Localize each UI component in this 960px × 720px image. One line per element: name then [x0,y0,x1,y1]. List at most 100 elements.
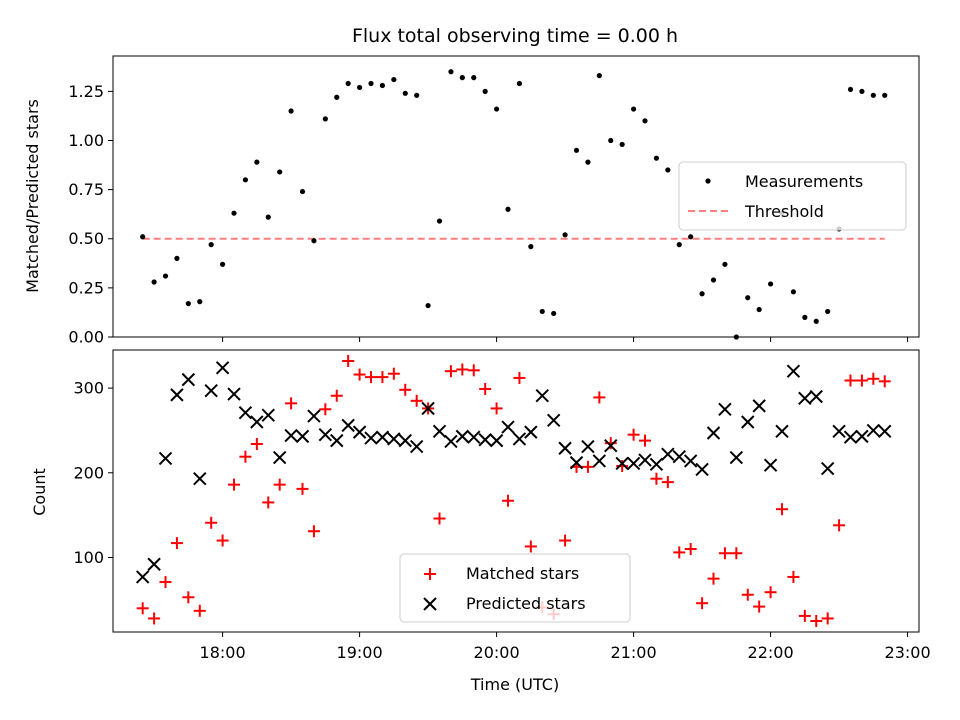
predicted-star-stroke-b [581,439,595,454]
predicted-star-stroke-b [455,429,470,444]
matched-star-point [627,428,640,441]
bottom-y-tick-label: 300 [73,379,104,398]
top-y-tick-label: 1.00 [68,131,104,150]
matched-star-point [559,534,572,547]
measurement-point [859,88,865,94]
measurement-point [505,206,511,212]
predicted-star-point [227,387,241,401]
measurement-point [596,73,602,79]
measurement-point [391,76,397,83]
predicted-star-stroke-b [809,389,823,404]
predicted-star-stroke-b [272,450,287,465]
measurement-point [368,80,374,87]
predicted-star-stroke-b [798,391,812,405]
predicted-star-point [261,408,275,422]
measurement-point [254,159,260,165]
predicted-star-point [535,389,549,403]
matched-star-point [193,604,206,617]
matched-star-point [456,363,469,376]
predicted-star-stroke-b [878,424,892,439]
matched-star-point [467,364,480,377]
predicted-star-stroke-b [672,449,686,464]
measurement-point [756,306,762,313]
predicted-star-point [798,391,812,405]
measurement-point [573,147,580,153]
bottom-legend: Matched stars Predicted stars [399,553,631,623]
predicted-star-point [661,447,675,461]
matched-star-point [513,371,526,384]
matched-star-point [330,389,343,402]
predicted-star-point [809,389,823,404]
measurement-point [585,159,591,165]
measurement-point [825,308,831,315]
measurement-point [277,169,283,175]
predicted-star-point [546,413,561,427]
bottom-x-tick-label: 19:00 [337,643,383,662]
matched-star-point [776,503,789,516]
predicted-star-point [581,439,595,454]
matched-star-point [410,394,423,407]
bottom-y-tick-label: 100 [73,548,104,567]
predicted-star-stroke-b [364,431,378,445]
predicted-star-point [409,439,424,454]
measurement-point [459,75,465,81]
bottom-x-axis-label: Time (UTC) [470,675,559,694]
predicted-star-point [489,433,504,448]
matched-star-point [730,547,743,560]
predicted-star-point [866,423,881,438]
measurement-point [847,86,854,93]
bottom-x-tick-label: 21:00 [611,643,657,662]
predicted-star-stroke-b [250,415,264,429]
matched-star-point [239,450,252,463]
matched-star-point [650,472,663,485]
bottom-x-tick-label: 23:00 [885,643,931,662]
predicted-star-stroke-b [615,456,629,471]
matched-star-point [387,367,400,380]
measurement-point [265,214,271,220]
top-y-tick-label: 0.25 [68,278,104,297]
measurement-point [174,255,180,261]
bottom-y-axis-label: Count [30,468,49,516]
measurement-point [436,218,443,224]
measurement-point [345,80,351,87]
top-axis-ticks: 0.00 0.25 0.50 0.75 1.00 1.25 [68,82,909,347]
predicted-star-point [330,433,344,448]
predicted-star-stroke-b [489,433,504,448]
predicted-star-point [615,456,629,471]
predicted-star-stroke-b [855,429,869,444]
matched-star-point [844,374,857,387]
predicted-star-stroke-b [512,432,527,446]
matched-star-point [753,600,766,613]
measurement-point [334,94,340,100]
measurement-point [562,232,568,238]
predicted-star-stroke-b [535,389,549,403]
matched-star-point [319,403,332,416]
predicted-star-point [878,424,892,439]
matched-star-point [696,597,709,610]
predicted-star-stroke-b [649,457,664,472]
matched-star-point [661,476,674,489]
predicted-star-stroke-b [135,570,150,584]
predicted-star-stroke-b [558,441,572,455]
measurement-point [676,242,682,248]
matched-star-point [296,482,309,495]
predicted-star-stroke-b [398,433,412,448]
predicted-star-stroke-b [786,364,801,378]
measurement-point [767,281,774,287]
matched-star-point [741,588,754,601]
predicted-star-stroke-b [592,454,607,468]
predicted-star-point [318,427,333,442]
predicted-star-stroke-b [467,430,481,444]
predicted-star-stroke-b [729,450,744,465]
matched-star-point [307,525,320,538]
predicted-star-point [592,454,607,468]
measurement-point [242,177,249,183]
measurement-point [185,300,191,307]
predicted-star-point [352,425,367,439]
predicted-star-point [763,458,778,472]
matched-star-point [718,547,731,560]
bottom-plot-frame [112,349,920,633]
matched-star-point [490,402,503,415]
legend-matched-label: Matched stars [466,564,579,583]
measurement-point [516,80,523,87]
